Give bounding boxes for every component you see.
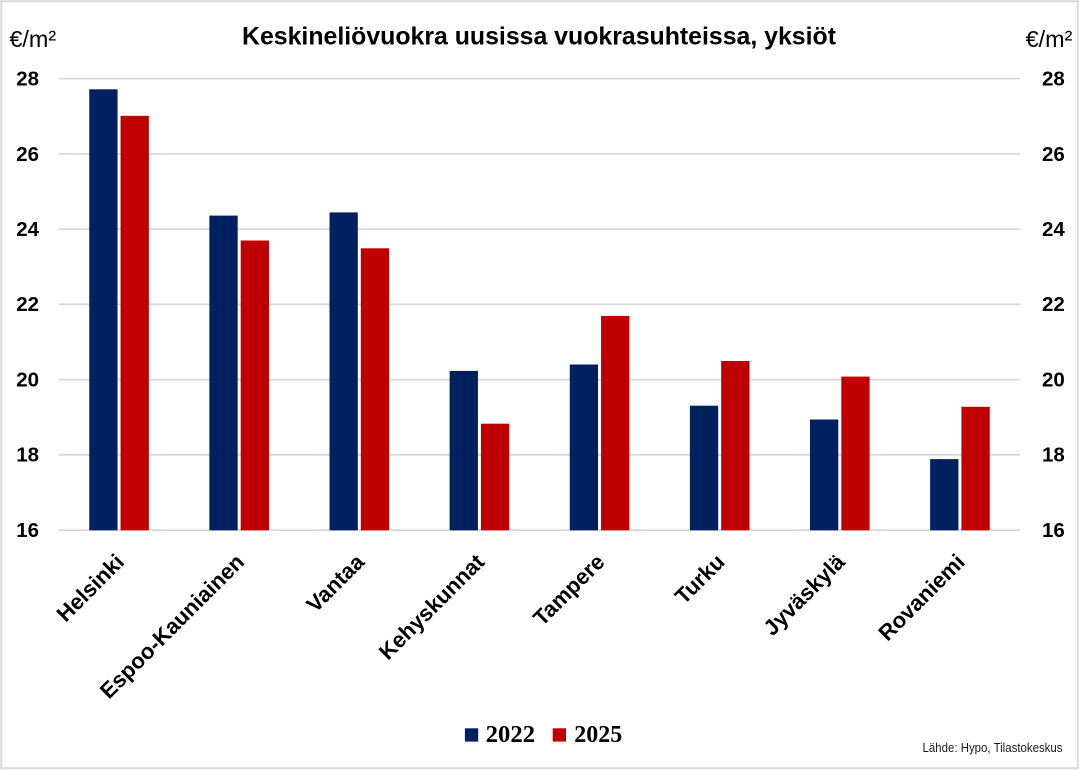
svg-text:€/m²: €/m² [9, 26, 56, 52]
svg-text:2022: 2022 [486, 722, 535, 748]
svg-text:20: 20 [16, 369, 39, 392]
svg-text:16: 16 [1042, 519, 1065, 542]
svg-text:18: 18 [1042, 444, 1065, 467]
svg-text:€/m²: €/m² [1026, 26, 1073, 52]
svg-text:24: 24 [16, 218, 39, 241]
svg-text:28: 28 [16, 68, 39, 91]
svg-text:22: 22 [1042, 293, 1065, 316]
svg-text:18: 18 [16, 444, 39, 467]
svg-text:Keskineliövuokra uusissa vuokr: Keskineliövuokra uusissa vuokrasuhteissa… [242, 24, 836, 51]
svg-text:16: 16 [16, 519, 39, 542]
svg-text:28: 28 [1042, 68, 1065, 91]
svg-text:26: 26 [1042, 143, 1065, 166]
svg-text:20: 20 [1042, 369, 1065, 392]
svg-text:2025: 2025 [574, 722, 622, 748]
svg-text:24: 24 [1042, 218, 1065, 241]
svg-text:26: 26 [16, 143, 39, 166]
svg-text:Lähde: Hypo, Tilastokeskus: Lähde: Hypo, Tilastokeskus [923, 740, 1063, 755]
svg-text:22: 22 [16, 293, 39, 316]
